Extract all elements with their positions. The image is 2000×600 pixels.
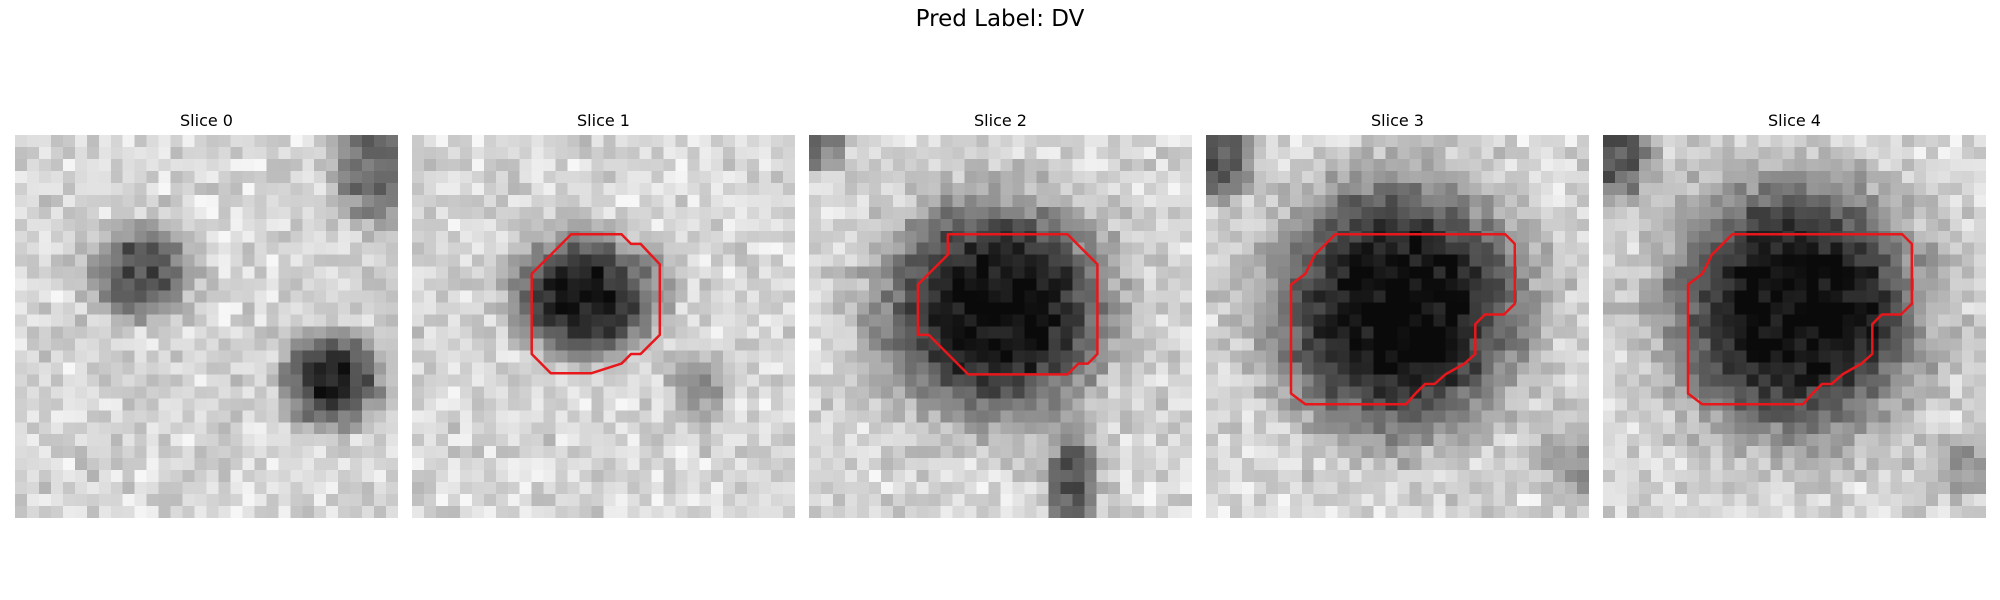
slice-panel: Slice 2 [809, 108, 1192, 518]
slice-panel: Slice 3 [1206, 108, 1589, 518]
grayscale-slice [1603, 135, 1986, 518]
segmentation-contour [1686, 233, 1914, 406]
grayscale-slice [1206, 135, 1589, 518]
segmentation-contour [916, 233, 1099, 376]
slice-image [1206, 135, 1589, 518]
slice-title: Slice 4 [1768, 111, 1821, 130]
slice-title: Slice 1 [577, 111, 630, 130]
segmentation-contour [1289, 233, 1517, 406]
grayscale-slice [15, 135, 398, 518]
slice-image [1603, 135, 1986, 518]
slice-image [412, 135, 795, 518]
slice-title: Slice 2 [974, 111, 1027, 130]
slice-title: Slice 3 [1371, 111, 1424, 130]
grayscale-slice [809, 135, 1192, 518]
slice-panel: Slice 1 [412, 108, 795, 518]
slice-panel: Slice 0 [15, 108, 398, 518]
slice-image [15, 135, 398, 518]
slice-image [809, 135, 1192, 518]
segmentation-contour [530, 233, 662, 375]
slice-title: Slice 0 [180, 111, 233, 130]
figure-title: Pred Label: DV [915, 6, 1085, 32]
grayscale-slice [412, 135, 795, 518]
slice-panel: Slice 4 [1603, 108, 1986, 518]
